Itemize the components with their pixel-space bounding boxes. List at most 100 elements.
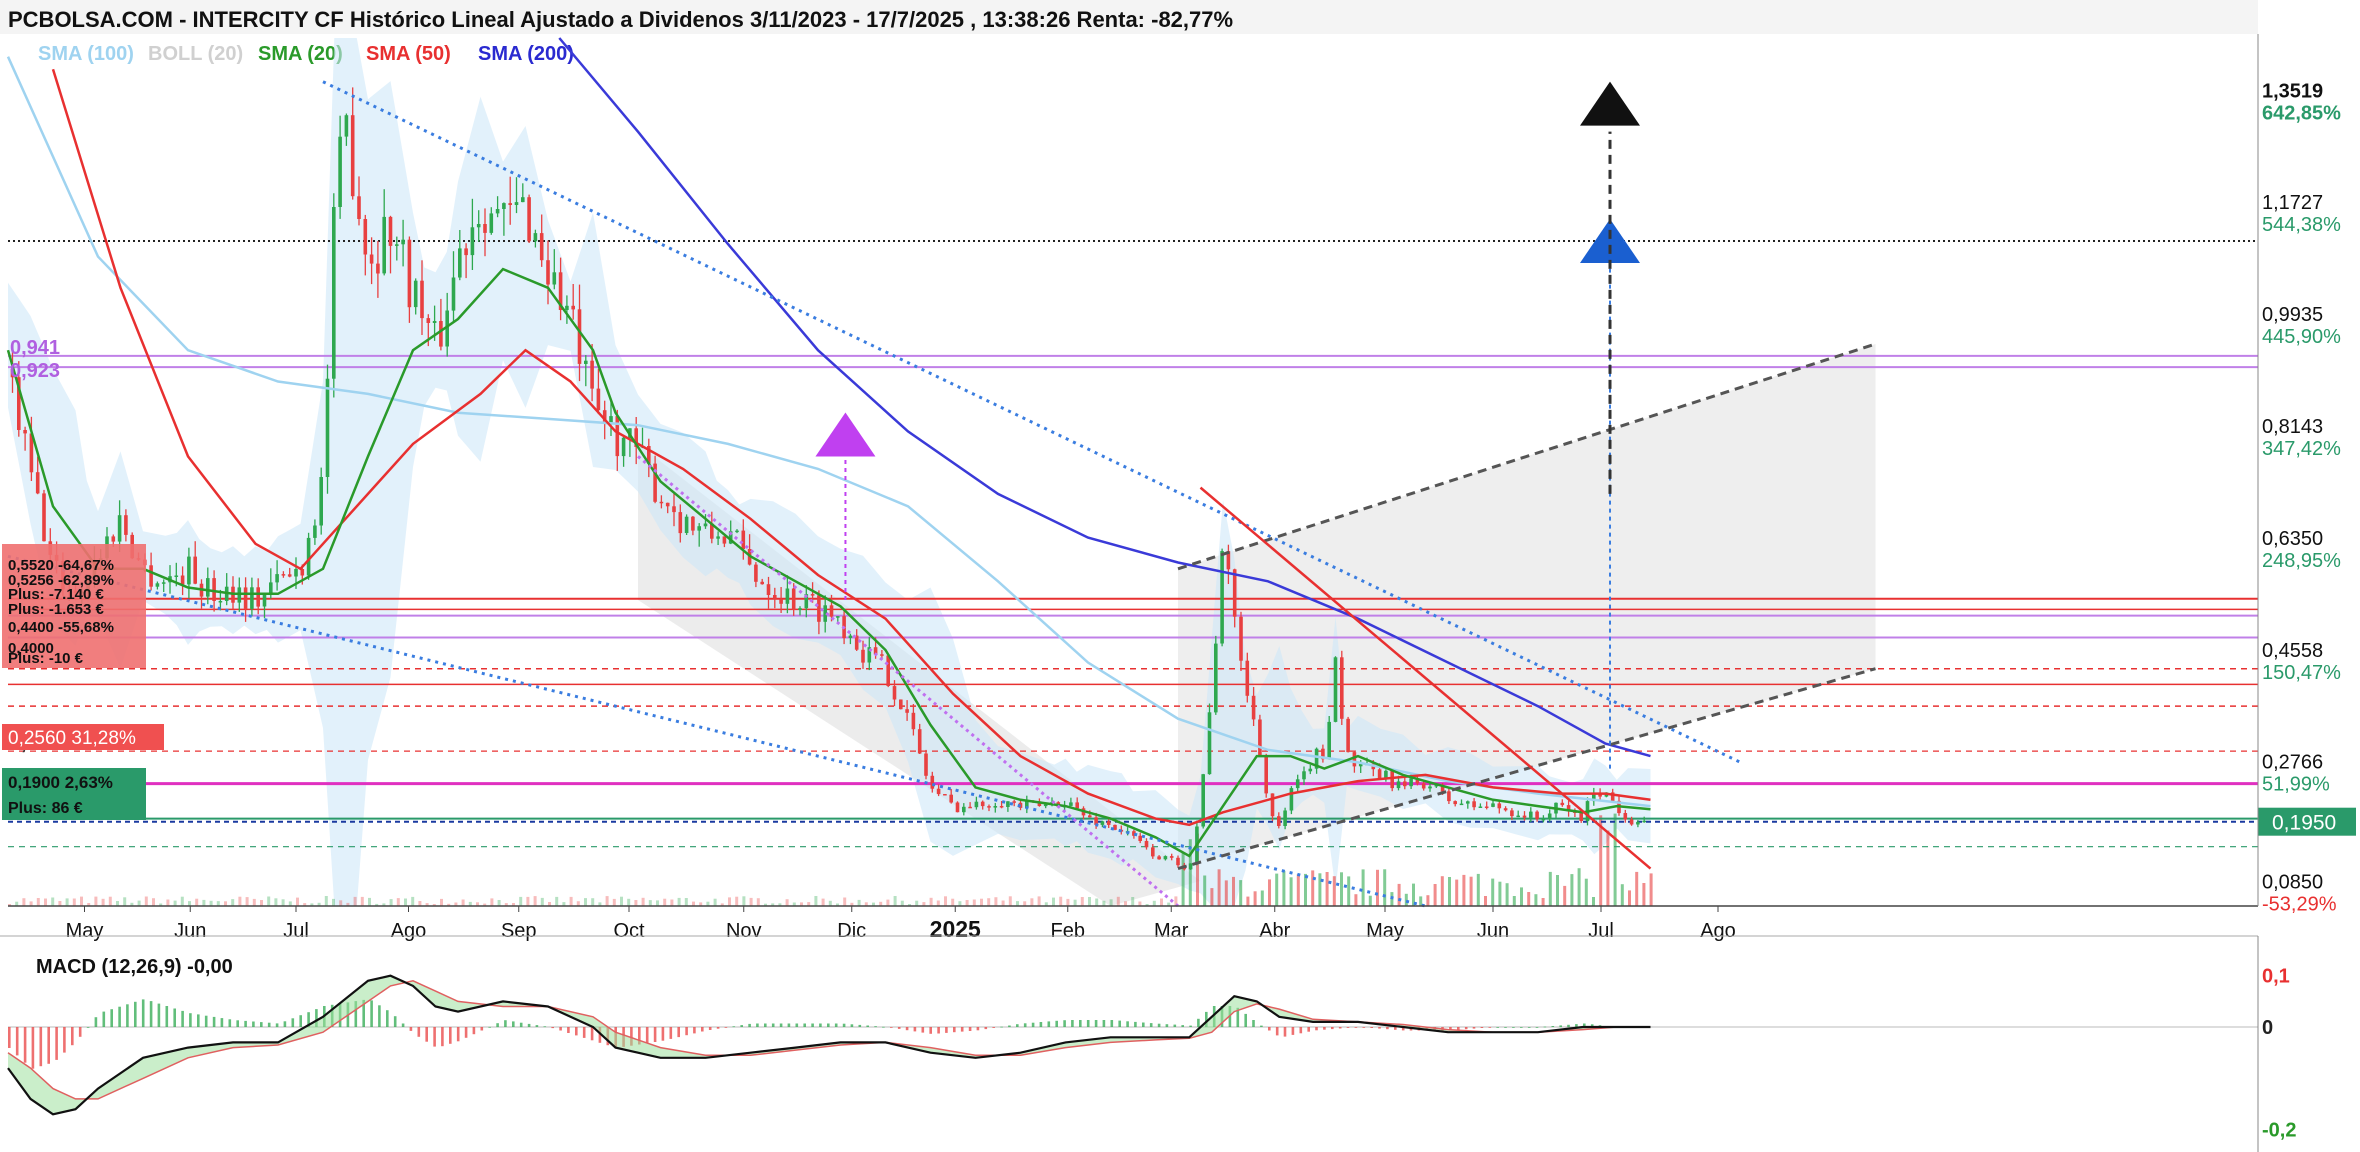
volume-bar	[1491, 878, 1495, 906]
volume-bar	[1584, 878, 1588, 906]
volume-bar	[1620, 884, 1624, 906]
candle-body	[1478, 806, 1483, 808]
macd-histogram-bar	[1110, 1020, 1114, 1027]
candle-body	[1409, 778, 1413, 787]
candle-body	[892, 686, 897, 700]
trendline-5	[1199, 486, 1652, 870]
macd-histogram-bar	[1496, 1027, 1499, 1028]
macd-histogram-bar	[480, 1027, 484, 1031]
macd-histogram-bar	[598, 1027, 602, 1043]
volume-bar	[195, 898, 199, 906]
macd-histogram-bar	[527, 1023, 531, 1027]
volume-bar	[1332, 876, 1336, 906]
candle-body	[1201, 774, 1205, 827]
candle-body	[861, 649, 865, 663]
candle-body	[432, 321, 437, 323]
macd-histogram-bar	[1291, 1027, 1295, 1035]
y-tick-label: 0,8143	[2262, 416, 2323, 438]
green-box-line: Plus: 86 €	[8, 800, 83, 817]
candle-body	[634, 428, 638, 447]
candle-body	[483, 224, 487, 233]
red-box-line: 0,5520 -64,67%	[8, 557, 114, 574]
volume-bar	[231, 899, 235, 906]
macd-tick-label: -0,2	[2262, 1120, 2296, 1142]
volume-bar	[339, 900, 343, 906]
volume-bar	[512, 903, 515, 906]
candle-body	[1636, 821, 1640, 825]
candle-body	[766, 584, 771, 595]
y-tick-pct: 150,47%	[2262, 662, 2341, 684]
candle-body	[880, 654, 884, 656]
green-box-line: 0,1900 2,63%	[8, 773, 113, 792]
volume-bar	[1246, 896, 1250, 906]
macd-histogram-bar	[425, 1027, 428, 1042]
macd-histogram-bar	[1520, 1027, 1523, 1028]
volume-bar	[1268, 879, 1271, 906]
volume-bar	[1001, 900, 1005, 906]
macd-histogram-bar	[1315, 1027, 1318, 1031]
macd-histogram-bar	[771, 1023, 775, 1027]
volume-bar	[540, 897, 544, 906]
candle-body	[899, 699, 903, 710]
macd-histogram-bar	[724, 1027, 728, 1028]
volume-bar	[36, 898, 40, 906]
chart-title: PCBOLSA.COM - INTERCITY CF Histórico Lin…	[8, 7, 1233, 32]
x-tick-label: May	[1366, 920, 1404, 942]
macd-histogram-bar	[236, 1020, 239, 1027]
macd-histogram-bar	[779, 1023, 783, 1027]
macd-histogram-bar	[976, 1027, 980, 1031]
volume-bar	[1606, 830, 1610, 906]
volume-bar	[548, 902, 551, 906]
candle-body	[1346, 718, 1350, 753]
candle-body	[426, 318, 431, 323]
candle-body	[1384, 770, 1388, 779]
candle-body	[17, 377, 21, 430]
candle-body	[1396, 781, 1401, 789]
volume-bar	[929, 897, 933, 906]
volume-bar	[1124, 901, 1127, 906]
candle-body	[281, 574, 286, 576]
volume-bar	[1498, 881, 1502, 906]
candle-body	[848, 635, 853, 638]
macd-histogram-bar	[1134, 1021, 1137, 1028]
macd-histogram-bar	[1331, 1027, 1334, 1030]
macd-histogram-bar	[370, 1000, 373, 1027]
macd-histogram-bar	[1354, 1027, 1358, 1028]
candle-body	[546, 260, 550, 285]
candle-body	[124, 515, 128, 535]
volume-bar	[1224, 880, 1228, 906]
macd-histogram-bar	[1338, 1027, 1342, 1029]
candle-body	[338, 136, 342, 207]
volume-bar	[1448, 877, 1451, 906]
macd-histogram-bar	[764, 1023, 767, 1027]
macd-histogram-bar	[1102, 1020, 1106, 1027]
volume-bar	[1426, 895, 1430, 906]
volume-bar	[15, 901, 19, 906]
volume-bar	[490, 898, 494, 906]
macd-histogram-bar	[582, 1027, 586, 1038]
volume-bar	[879, 901, 883, 906]
macd-histogram-bar	[1283, 1027, 1287, 1037]
candle-body	[1075, 802, 1079, 809]
volume-bar	[130, 902, 134, 906]
macd-histogram-bar	[1378, 1027, 1381, 1029]
macd-histogram-bar	[1480, 1027, 1484, 1028]
volume-bar	[137, 900, 141, 906]
x-tick-label: Jul	[1588, 920, 1614, 942]
volume-bar	[1152, 900, 1156, 906]
candle-body	[779, 599, 783, 604]
volume-bar	[692, 901, 695, 906]
volume-bar	[836, 903, 839, 906]
candle-body	[1566, 805, 1571, 812]
candle-body	[924, 753, 928, 776]
candle-body	[1484, 806, 1489, 808]
up-arrow-violet	[815, 412, 876, 457]
macd-histogram-bar	[1016, 1024, 1019, 1027]
y-tick-label: 0,0850	[2262, 871, 2323, 893]
horizontal-levels	[8, 239, 2258, 848]
candle-body	[1491, 803, 1495, 807]
candle-body	[445, 310, 449, 347]
candle-body	[703, 523, 708, 527]
volume-bar	[8, 904, 11, 906]
volume-bar	[224, 901, 227, 906]
